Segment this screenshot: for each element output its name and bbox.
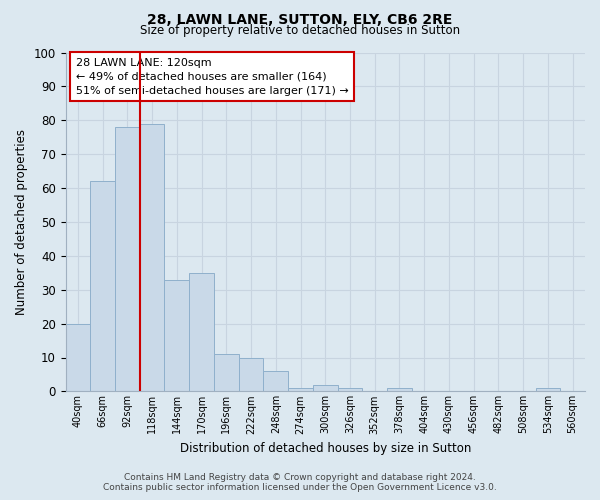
Bar bbox=[140, 124, 164, 392]
Text: 28 LAWN LANE: 120sqm
← 49% of detached houses are smaller (164)
51% of semi-deta: 28 LAWN LANE: 120sqm ← 49% of detached h… bbox=[76, 58, 349, 96]
Text: Size of property relative to detached houses in Sutton: Size of property relative to detached ho… bbox=[140, 24, 460, 37]
Text: Contains HM Land Registry data © Crown copyright and database right 2024.
Contai: Contains HM Land Registry data © Crown c… bbox=[103, 473, 497, 492]
Bar bbox=[189, 273, 214, 392]
Bar bbox=[90, 182, 115, 392]
Bar bbox=[164, 280, 189, 392]
Bar bbox=[214, 354, 239, 392]
Text: 28, LAWN LANE, SUTTON, ELY, CB6 2RE: 28, LAWN LANE, SUTTON, ELY, CB6 2RE bbox=[148, 12, 452, 26]
Y-axis label: Number of detached properties: Number of detached properties bbox=[15, 129, 28, 315]
Bar bbox=[338, 388, 362, 392]
X-axis label: Distribution of detached houses by size in Sutton: Distribution of detached houses by size … bbox=[179, 442, 471, 455]
Bar bbox=[536, 388, 560, 392]
Bar bbox=[313, 384, 338, 392]
Bar bbox=[263, 371, 288, 392]
Bar bbox=[288, 388, 313, 392]
Bar bbox=[115, 127, 140, 392]
Bar bbox=[387, 388, 412, 392]
Bar bbox=[65, 324, 90, 392]
Bar bbox=[239, 358, 263, 392]
